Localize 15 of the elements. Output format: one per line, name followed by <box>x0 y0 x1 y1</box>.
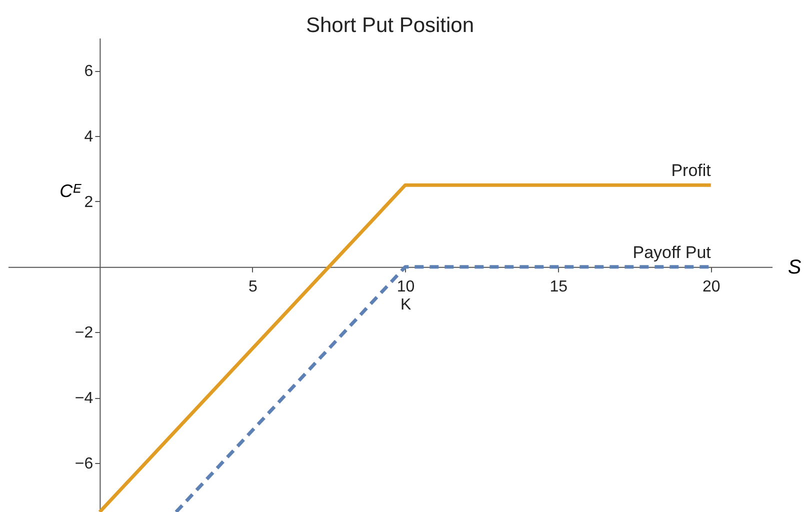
y-tick-label: 6 <box>84 63 94 80</box>
y-axis-title: Cᴱ <box>60 181 82 202</box>
y-tick-label: −2 <box>74 324 94 342</box>
y-tick-label: −4 <box>74 390 94 408</box>
chart-title: Short Put Position <box>306 14 474 37</box>
x-tick-label: 10 K <box>396 278 415 314</box>
series-label: Profit <box>671 161 712 180</box>
y-tick-label: 2 <box>84 194 94 211</box>
x-tick-label: 5 <box>248 278 258 296</box>
series-label: Payoff Put <box>632 242 712 262</box>
x-axis-title: S <box>788 256 802 278</box>
x-tick-label: 20 <box>702 278 720 296</box>
x-tick-label: 15 <box>550 278 568 296</box>
y-tick-label: −6 <box>74 455 94 472</box>
y-tick-label: 4 <box>84 128 94 146</box>
